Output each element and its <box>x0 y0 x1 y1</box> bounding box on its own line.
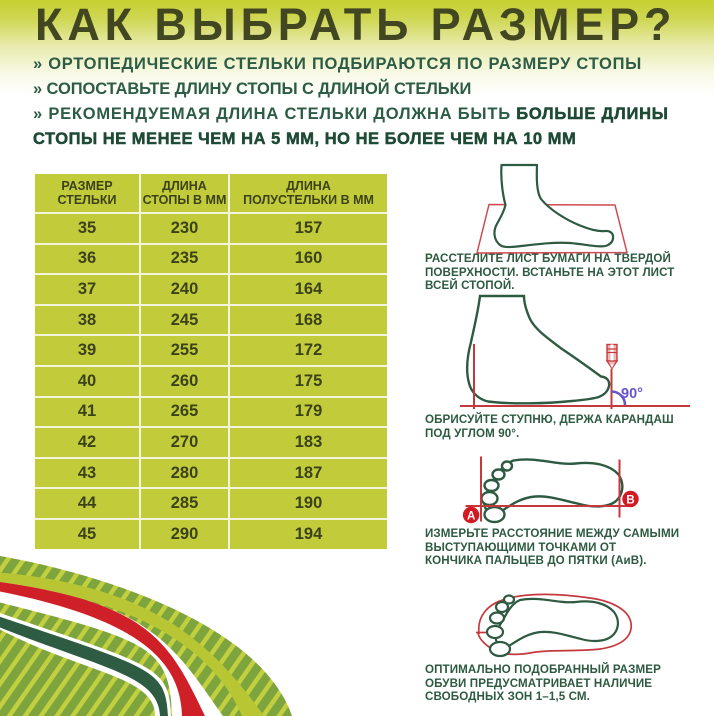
svg-text:90°: 90° <box>621 386 643 402</box>
svg-text:В: В <box>626 494 634 506</box>
svg-text:А: А <box>467 510 475 522</box>
